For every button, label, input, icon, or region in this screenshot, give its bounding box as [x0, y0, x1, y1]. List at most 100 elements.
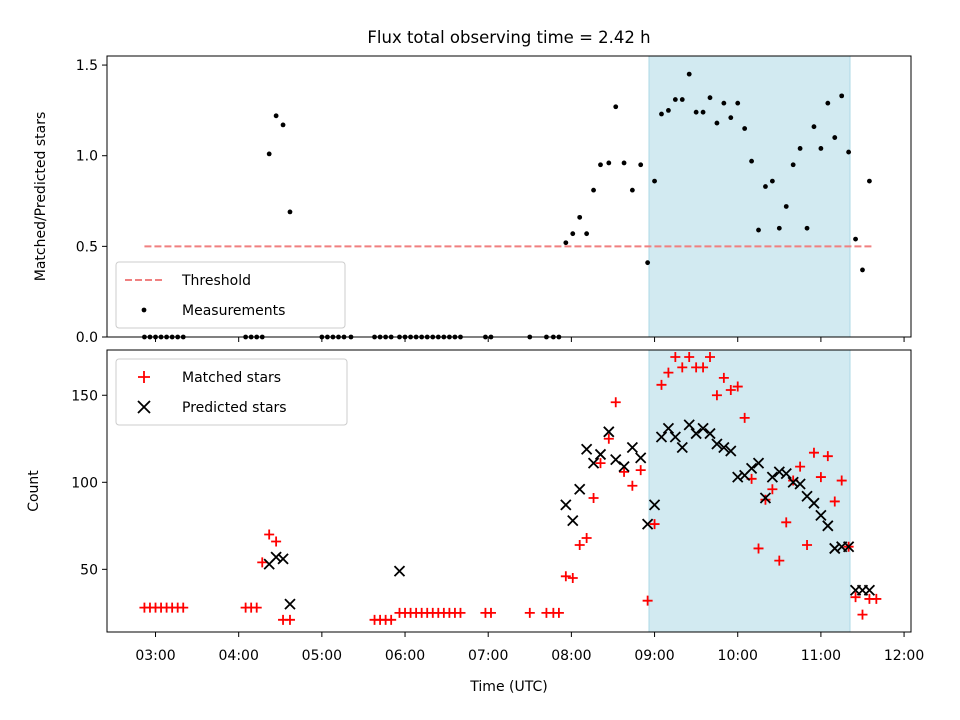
matched-star-point: [581, 533, 592, 543]
matched-star-point: [485, 607, 496, 618]
legend-entry-label: Predicted stars: [182, 400, 287, 416]
matched-star-point: [642, 595, 653, 606]
matched-star-point: [732, 381, 743, 392]
measurement-point: [621, 160, 627, 166]
measurement-point: [783, 204, 789, 209]
y-tick-label: 50: [80, 562, 98, 578]
x-tick-label: 06:00: [385, 648, 425, 664]
measurement-point: [629, 187, 635, 193]
matched-star-point: [684, 351, 695, 362]
measurement-point: [742, 126, 748, 131]
predicted-star-point: [648, 499, 661, 511]
predicted-star-point: [641, 518, 654, 530]
matched-star-point: [718, 372, 729, 383]
predicted-star-point: [815, 509, 827, 522]
measurement-point: [659, 111, 664, 117]
matched-star-point: [271, 536, 282, 547]
measurement-point: [797, 146, 803, 151]
matched-star-point: [635, 465, 646, 476]
matched-star-point: [257, 557, 268, 568]
measurement-point: [769, 178, 775, 184]
legend: Threshold Measurements: [115, 261, 346, 329]
matched-star-point: [829, 496, 840, 507]
y-axis-label: Count: [26, 470, 42, 512]
measurement-point: [652, 178, 657, 184]
x-tick-label: 04:00: [219, 648, 259, 664]
measurement-point: [638, 162, 644, 168]
matched-star-point: [677, 362, 688, 373]
matched-star-point: [711, 390, 722, 401]
predicted-star-point: [842, 541, 855, 553]
matched-star-point: [705, 351, 715, 362]
matched-star-point: [774, 555, 785, 566]
measurement-point: [735, 100, 741, 106]
measurement-point: [756, 227, 761, 233]
predicted-star-point: [669, 431, 681, 443]
matched-star-point: [836, 475, 847, 486]
matched-star-point: [850, 592, 861, 603]
matched-star-point: [795, 461, 806, 472]
matched-star-point: [739, 412, 750, 423]
predicted-star-point: [574, 483, 586, 495]
measurement-point: [287, 209, 293, 215]
predicted-star-point: [732, 471, 744, 483]
x-tick-label: 07:00: [468, 648, 508, 664]
measurement-point: [591, 187, 596, 193]
predicted-star-point: [683, 419, 695, 431]
x-tick-label: 12:00: [884, 648, 924, 664]
y-tick-label: 100: [71, 475, 98, 491]
measurement-point: [672, 97, 678, 102]
measurement-point: [867, 178, 872, 184]
x-tick-label: 08:00: [551, 648, 591, 664]
y-tick-label: 1.0: [76, 149, 98, 165]
matched-star-point: [760, 494, 771, 505]
predicted-star-point: [745, 462, 758, 475]
matched-star-point: [610, 397, 621, 408]
predicted-star-point: [587, 457, 600, 469]
predicted-star-point: [697, 422, 709, 434]
predicted-star-point: [808, 497, 820, 509]
predicted-star-point: [718, 441, 730, 454]
predicted-star-point: [725, 445, 737, 457]
measurement-point: [790, 162, 796, 168]
matched-star-point: [698, 362, 709, 373]
measurement-point: [584, 231, 590, 237]
x-tick-label: 03:00: [135, 648, 175, 664]
legend-box: [115, 358, 348, 426]
matched-star-point: [822, 451, 833, 462]
predicted-star-point: [655, 431, 668, 443]
matched-star-point: [553, 607, 564, 618]
matched-star-point: [264, 529, 275, 540]
measurement-point: [577, 214, 583, 220]
predicted-star-point: [560, 499, 572, 511]
y-tick-label: 0.5: [76, 239, 98, 255]
predicted-star-point: [759, 492, 772, 504]
y-tick-label: 1.5: [76, 58, 98, 74]
predicted-star-point: [618, 460, 630, 473]
predicted-star-point: [635, 452, 647, 464]
matched-star-point: [627, 480, 638, 491]
measurement-point: [846, 149, 852, 155]
predicted-star-point: [567, 514, 579, 527]
x-tick-label: 11:00: [801, 648, 841, 664]
x-tick-label: 05:00: [302, 648, 342, 664]
predicted-star-point: [580, 443, 593, 455]
count-panel: 50 100 150 03:00 04:00 05:00 06:00 07:00 08:00 09…: [26, 349, 924, 664]
ratio-panel: 0.0 0.5 1.0 1.5 Matched/Predicted stars Thres…: [33, 55, 912, 346]
predicted-star-point: [711, 438, 723, 450]
measurement-point: [693, 109, 699, 115]
predicted-star-point: [284, 598, 296, 610]
matched-star-point: [670, 351, 681, 362]
measurement-point: [570, 231, 576, 237]
predicted-star-point: [863, 584, 876, 596]
matched-star-point: [725, 385, 736, 396]
measurement-point: [839, 93, 845, 99]
predicted-star-point: [594, 448, 607, 461]
predicted-star-point: [662, 422, 675, 434]
matched-star-point: [386, 614, 397, 625]
matched-star-point: [603, 433, 614, 444]
predicted-star-point: [794, 478, 806, 490]
observing-window-span: [648, 349, 851, 633]
matched-star-point: [567, 573, 578, 584]
